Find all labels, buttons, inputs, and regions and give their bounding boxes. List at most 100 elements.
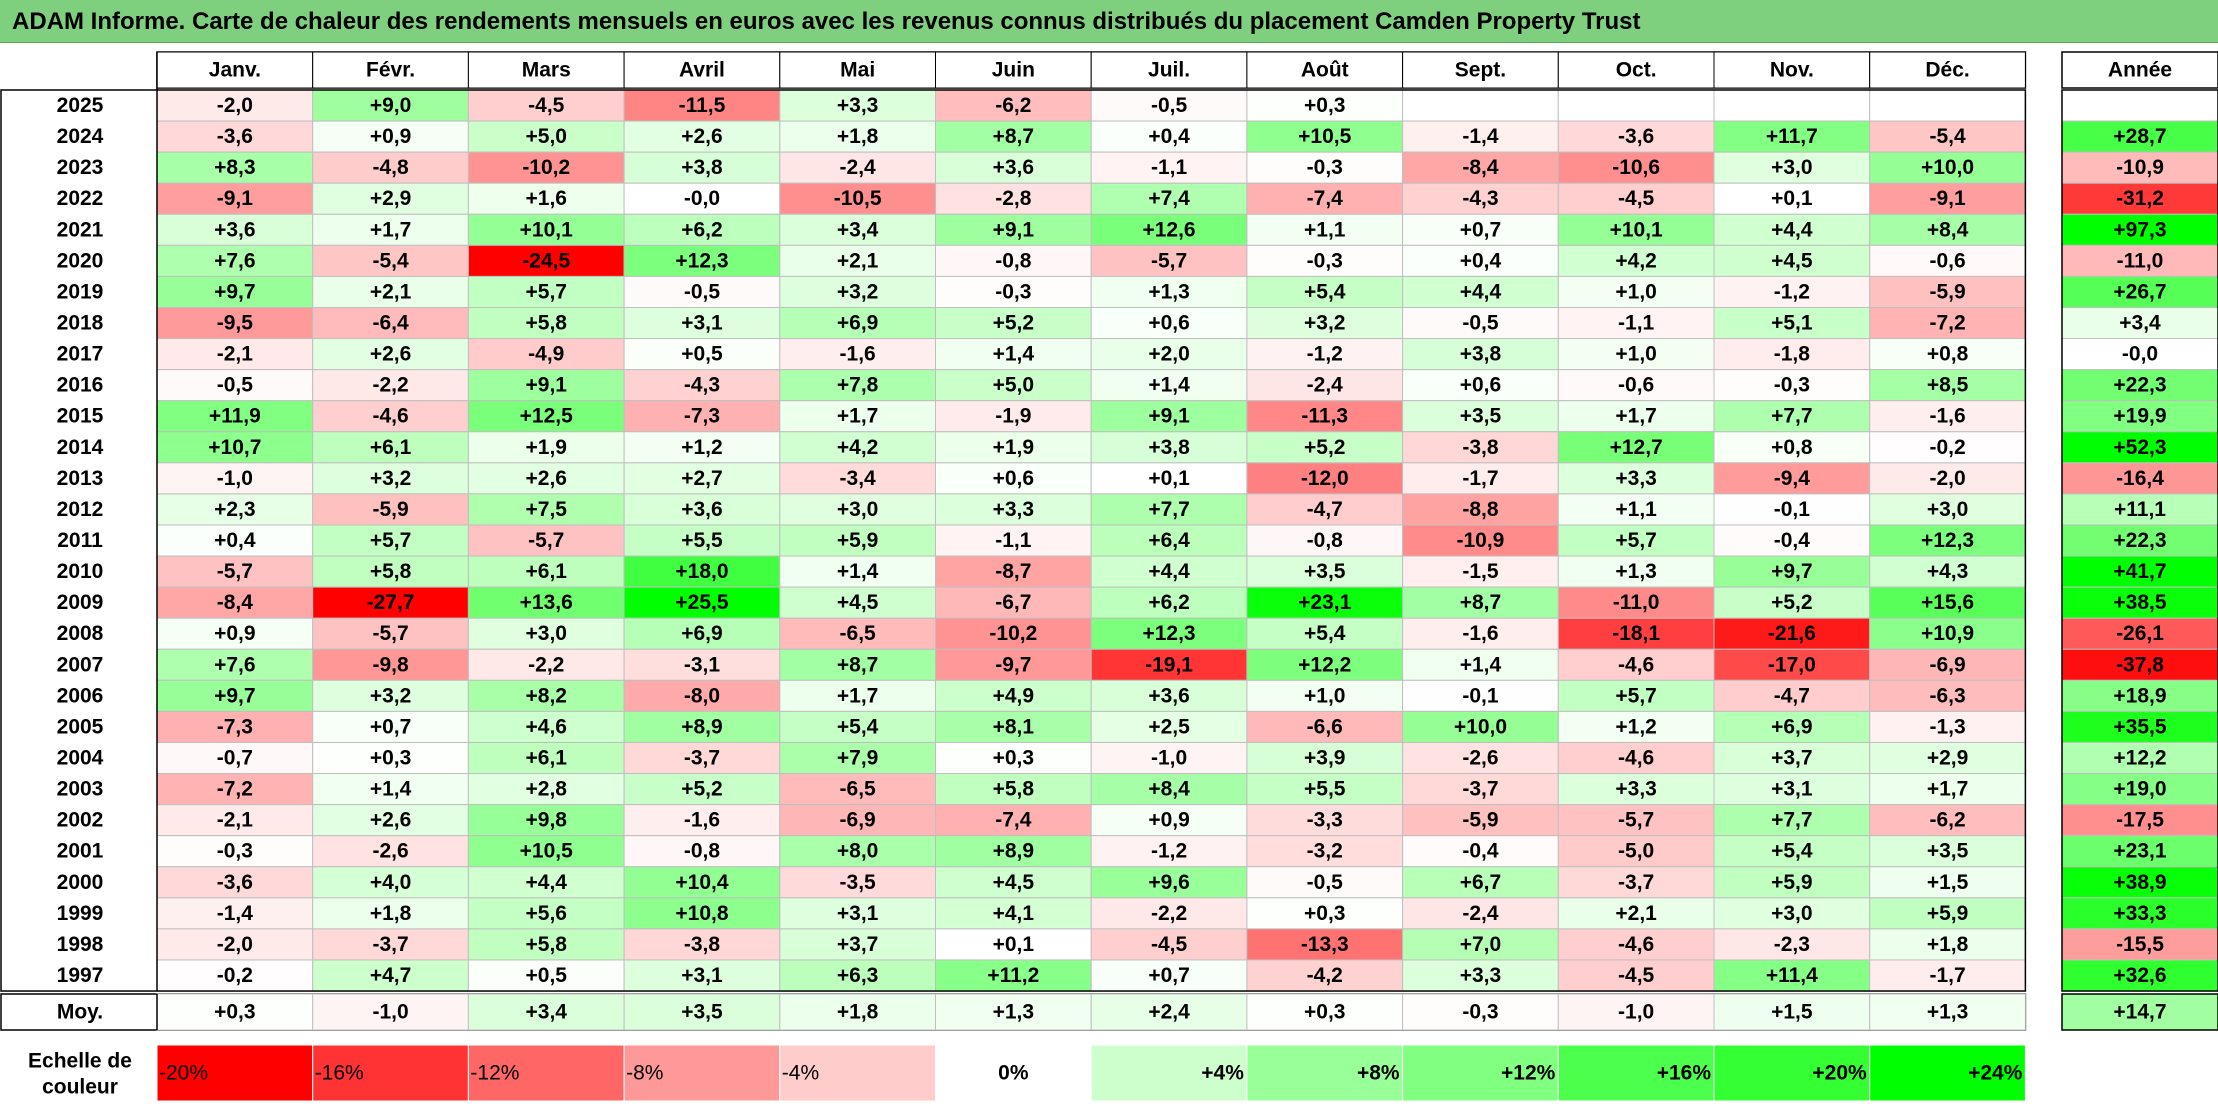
heatmap-cell-value: -8,8 [1462, 498, 1499, 521]
scale-step-label: 0% [998, 1062, 1029, 1085]
heatmap-cell-value: -0,8 [1307, 529, 1344, 552]
month-header-label: Juin [992, 59, 1035, 82]
average-cell-value: +1,3 [993, 1001, 1034, 1024]
month-header-label: Déc. [1925, 59, 1969, 82]
heatmap-cell-value: -24,5 [522, 249, 570, 272]
heatmap-cell-value: +7,8 [837, 374, 879, 397]
month-header-label: Juil. [1148, 59, 1190, 82]
heatmap-cell-value: -1,6 [1462, 622, 1498, 645]
heatmap-cell-value: +2,9 [1927, 747, 1968, 770]
heatmap-cell [1090, 586, 1248, 619]
average-cell [1557, 993, 1715, 1031]
heatmap-cell [312, 493, 469, 526]
heatmap-cell-value: +8,2 [526, 684, 567, 707]
heatmap-cell [1713, 897, 1871, 930]
average-cell-value: +3,4 [526, 1001, 568, 1024]
heatmap-cell [1402, 617, 1559, 650]
heatmap-cell-value: +6,4 [1148, 529, 1190, 552]
heatmap-cell-value: +15,6 [1921, 591, 1974, 614]
heatmap-cell [312, 213, 469, 246]
heatmap-cell-value: +18,0 [675, 560, 728, 583]
heatmap-cell-value: +10,1 [520, 218, 573, 241]
heatmap-cell-value: +4,2 [837, 436, 878, 459]
heatmap-cell-value: +1,8 [1927, 933, 1969, 956]
heatmap-cell [779, 648, 936, 681]
heatmap-cell-value: -6,2 [1929, 809, 1965, 832]
heatmap-cell-value: +1,4 [993, 343, 1035, 366]
heatmap-cell-value: -5,7 [528, 529, 564, 552]
heatmap-cell-value: +6,9 [681, 622, 722, 645]
heatmap-cell-value: -0,5 [1151, 94, 1188, 117]
heatmap-cell [779, 710, 936, 743]
heatmap-cell [156, 835, 314, 868]
heatmap-cell-value: -4,6 [372, 405, 408, 428]
heatmap-cell [623, 524, 781, 557]
heatmap-cell-value: +2,7 [681, 467, 722, 490]
annual-cell-value: -37,8 [2116, 653, 2164, 676]
heatmap-cell [935, 493, 1092, 526]
heatmap-cell-value: +4,4 [526, 871, 568, 894]
heatmap-cell-value: +0,8 [1771, 436, 1813, 459]
heatmap-cell-value: +4,2 [1615, 249, 1656, 272]
heatmap-cell-value: -3,1 [684, 653, 721, 676]
heatmap-cell [779, 151, 936, 184]
heatmap-cell-value: +3,3 [1615, 467, 1656, 490]
heatmap-cell-value: +9,6 [1148, 871, 1189, 894]
heatmap-cell-value: -27,7 [367, 591, 415, 614]
heatmap-cell [779, 586, 936, 619]
heatmap-cell-value: +5,2 [1304, 436, 1345, 459]
heatmap-cell [1402, 648, 1559, 681]
heatmap-cell [1246, 151, 1404, 184]
heatmap-cell-value: -1,9 [995, 405, 1031, 428]
heatmap-cell-value: +0,3 [370, 747, 411, 770]
heatmap-cell-value: -4,5 [1618, 187, 1655, 210]
heatmap-cell-value: -9,8 [372, 653, 409, 676]
heatmap-cell-value: +1,4 [837, 560, 879, 583]
heatmap-cell [1402, 462, 1559, 495]
heatmap-cell-value: +3,8 [681, 156, 723, 179]
heatmap-cell-value: -0,3 [217, 840, 253, 863]
year-label: 2012 [57, 498, 104, 521]
heatmap-cell-value: -4,3 [1462, 187, 1498, 210]
annual-cell-value: +38,9 [2113, 871, 2166, 894]
heatmap-cell [156, 369, 314, 402]
annual-cell-value: -31,2 [2116, 187, 2164, 210]
heatmap-cell-value: +2,1 [1615, 902, 1657, 925]
annual-cell-value: +19,9 [2113, 405, 2166, 428]
heatmap-cell-value: -5,7 [217, 560, 253, 583]
heatmap-cell-value: +0,1 [1148, 467, 1190, 490]
heatmap-cell-value: +3,6 [993, 156, 1034, 179]
scale-swatch [1090, 1044, 1248, 1102]
heatmap-cell-value: +5,6 [526, 902, 567, 925]
heatmap-cell-value: +3,8 [1460, 343, 1502, 366]
heatmap-cell [1402, 773, 1559, 806]
average-cell-value: -0,3 [1462, 1001, 1498, 1024]
heatmap-cell-value: -21,6 [1768, 622, 1816, 645]
scale-swatch [1402, 1044, 1559, 1102]
heatmap-cell [1557, 928, 1715, 961]
heatmap-cell [1402, 866, 1559, 899]
heatmap-cell-value: -1,7 [1929, 964, 1965, 987]
heatmap-cell-value: +11,7 [1766, 125, 1818, 148]
heatmap-cell-value: +1,9 [526, 436, 567, 459]
heatmap-cell-value: +1,4 [1148, 374, 1190, 397]
average-cell-value: -1,0 [1618, 1001, 1654, 1024]
heatmap-cell-value: -5,9 [1462, 809, 1498, 832]
annual-header-cell [2061, 51, 2218, 89]
heatmap-cell [1246, 120, 1404, 153]
heatmap-cell-value: -10,2 [989, 622, 1037, 645]
heatmap-cell [1402, 400, 1559, 433]
heatmap-cell-value: +3,0 [526, 622, 567, 645]
heatmap-cell-value: -1,1 [1151, 156, 1188, 179]
heatmap-cell-value: +5,7 [526, 280, 567, 303]
heatmap-cell-value: -6,5 [840, 778, 877, 801]
annual-cell-value: +97,3 [2113, 218, 2166, 241]
heatmap-cell-value: -1,7 [1462, 467, 1498, 490]
month-header-cell [312, 51, 469, 89]
heatmap-cell-value: -11,5 [679, 94, 726, 117]
heatmap-cell-value: -0,2 [1929, 436, 1965, 459]
heatmap-cell [1090, 648, 1248, 681]
heatmap-cell-value: +3,2 [1304, 312, 1345, 335]
heatmap-cell-value: +12,3 [675, 249, 728, 272]
heatmap-cell [1090, 679, 1248, 712]
